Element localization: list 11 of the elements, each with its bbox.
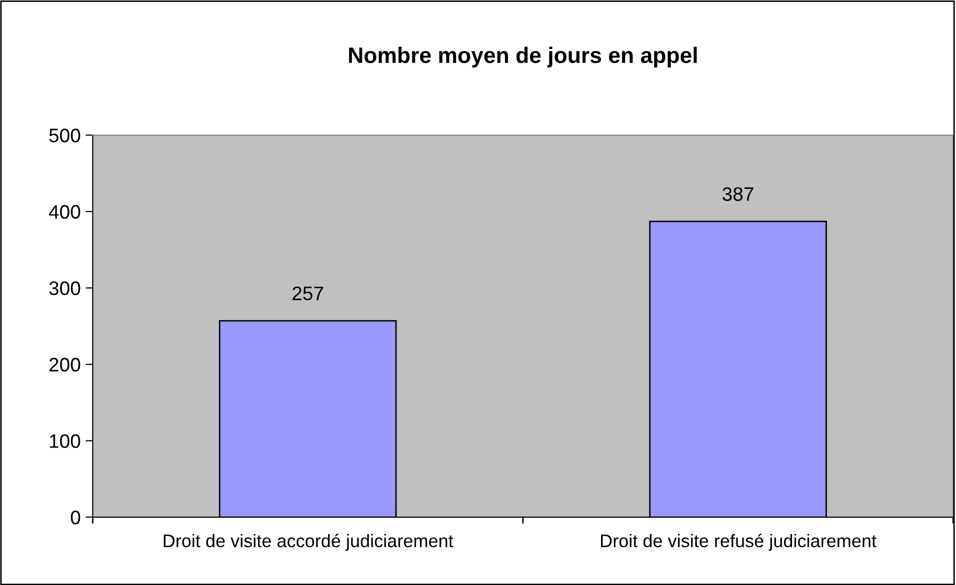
- data-label: 257: [292, 286, 324, 300]
- y-tick-label: 0: [70, 510, 80, 524]
- y-tick-label: 300: [49, 281, 80, 296]
- y-tick-label: 500: [49, 128, 80, 142]
- y-tick-label: 100: [50, 434, 80, 448]
- data-label: 387: [722, 187, 754, 201]
- y-tick-label: 200: [49, 358, 80, 372]
- chart-title: Nombre moyen de jours en appel: [349, 46, 697, 68]
- x-tick-label: Droit de visite refusé judiciarement: [601, 534, 876, 551]
- x-tick-label: Droit de visite accordé judiciarement: [164, 534, 454, 551]
- y-tick-label: 400: [48, 205, 80, 219]
